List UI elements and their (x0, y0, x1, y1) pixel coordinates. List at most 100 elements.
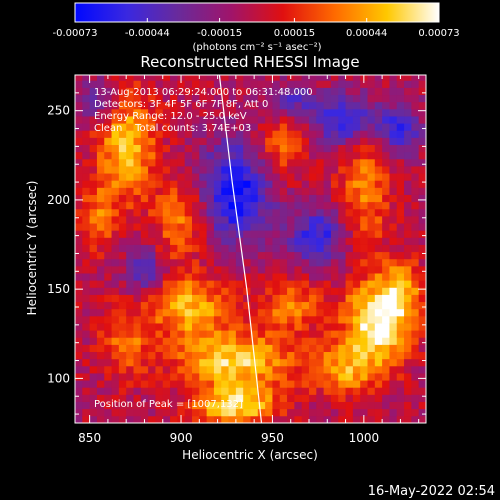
heatmap-cell (367, 315, 376, 324)
heatmap-cell (140, 144, 149, 153)
heatmap-cell (330, 258, 339, 267)
heatmap-cell (345, 408, 354, 417)
heatmap-cell (301, 280, 310, 288)
heatmap-cell (265, 116, 273, 124)
heatmap-cell (111, 137, 120, 145)
heatmap-cell (367, 215, 376, 224)
heatmap-cell (75, 337, 83, 345)
heatmap-cell (170, 387, 178, 395)
heatmap-cell (192, 394, 200, 402)
heatmap-cell (396, 215, 405, 224)
heatmap-cell (382, 365, 390, 374)
heatmap-cell (82, 137, 91, 145)
heatmap-cell (338, 287, 346, 295)
heatmap-cell (199, 280, 208, 288)
heatmap-cell (89, 223, 98, 231)
heatmap-cell (330, 87, 339, 96)
heatmap-cell (177, 144, 186, 153)
heatmap-cell (323, 394, 332, 402)
heatmap-cell (148, 365, 156, 374)
heatmap-cell (294, 94, 303, 103)
heatmap-cell (360, 273, 368, 281)
heatmap-cell (89, 415, 98, 423)
colorbar-gradient (74, 2, 440, 23)
heatmap-cell (294, 373, 303, 381)
heatmap-cell (228, 194, 237, 203)
heatmap-cell (257, 294, 266, 303)
heatmap-cell (221, 365, 229, 374)
heatmap-cell (206, 258, 215, 267)
heatmap-cell (294, 251, 303, 260)
heatmap-cell (96, 273, 105, 281)
heatmap-cell (301, 116, 310, 124)
heatmap-cell (287, 323, 295, 331)
heatmap-cell (352, 301, 361, 310)
heatmap-cell (345, 337, 354, 345)
heatmap-cell (133, 80, 142, 88)
heatmap-cell (345, 380, 354, 388)
heatmap-cell (287, 401, 295, 410)
heatmap-cell (170, 75, 178, 81)
heatmap-cell (382, 373, 390, 381)
heatmap-cell (360, 380, 368, 388)
heatmap-cell (418, 358, 426, 367)
heatmap-cell (148, 251, 156, 260)
heatmap-cell (382, 244, 390, 253)
heatmap-cell (75, 144, 83, 153)
heatmap-cell (235, 337, 244, 345)
heatmap-cell (250, 215, 259, 224)
heatmap-cell (75, 137, 83, 145)
heatmap-cell (213, 108, 222, 117)
heatmap-cell (257, 108, 266, 117)
heatmap-cell (250, 123, 259, 131)
heatmap-cell (294, 358, 303, 367)
heatmap-cell (272, 166, 281, 174)
heatmap-cell (177, 401, 186, 410)
heatmap-cell (265, 258, 273, 267)
heatmap-cell (96, 265, 105, 274)
heatmap-cell (396, 101, 405, 110)
heatmap-cell (75, 237, 83, 245)
heatmap-cell (374, 294, 383, 303)
heatmap-cell (374, 201, 383, 210)
heatmap-cell (404, 380, 412, 388)
heatmap-cell (140, 294, 149, 303)
heatmap-cell (118, 230, 127, 238)
heatmap-cell (89, 344, 98, 353)
heatmap-cell (96, 130, 105, 138)
heatmap-cell (404, 223, 412, 231)
heatmap-cell (148, 401, 156, 410)
heatmap-cell (309, 323, 317, 331)
heatmap-cell (184, 187, 193, 195)
heatmap-cell (162, 301, 171, 310)
heatmap-cell (199, 230, 208, 238)
heatmap-cell (89, 337, 98, 345)
heatmap-cell (213, 394, 222, 402)
heatmap-cell (177, 287, 186, 295)
heatmap-cell (243, 173, 251, 181)
heatmap-cell (330, 123, 339, 131)
heatmap-cell (140, 280, 149, 288)
heatmap-cell (118, 130, 127, 138)
heatmap-cell (111, 380, 120, 388)
heatmap-cell (411, 308, 420, 317)
heatmap-cell (170, 408, 178, 417)
heatmap-cell (323, 258, 332, 267)
heatmap-cell (272, 87, 281, 96)
heatmap-cell (352, 223, 361, 231)
heatmap-cell (148, 287, 156, 295)
heatmap-cell (140, 373, 149, 381)
heatmap-cell (330, 315, 339, 324)
heatmap-cell (213, 358, 222, 367)
heatmap-cell (411, 166, 420, 174)
heatmap-cell (140, 215, 149, 224)
heatmap-cell (104, 323, 112, 331)
heatmap-cell (75, 151, 83, 160)
heatmap-cell (192, 365, 200, 374)
heatmap-cell (170, 308, 178, 317)
heatmap-cell (148, 151, 156, 160)
heatmap-cell (162, 280, 171, 288)
heatmap-cell (294, 180, 303, 188)
heatmap-cell (140, 344, 149, 353)
heatmap-cell (148, 116, 156, 124)
